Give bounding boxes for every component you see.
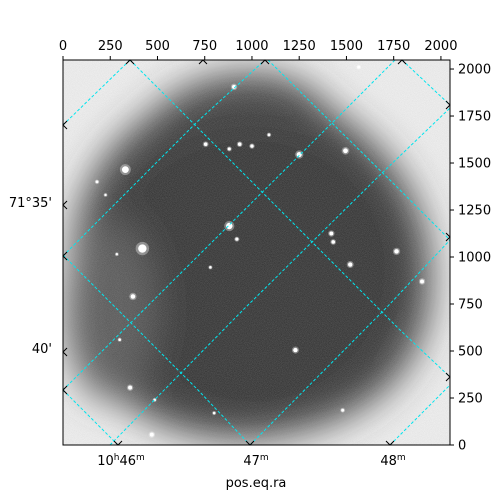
top-pixel-axis: 0 250 500 750 1000 1250 1500 1750 2000 [59,39,457,60]
wcs-tick-mark [62,120,68,130]
right-tick-label-0: 0 [458,439,466,454]
wcs-tick-mark [445,372,451,382]
star [212,411,216,415]
right-tick-label-1750: 1750 [458,110,491,125]
top-tick-label-1000: 1000 [235,39,268,54]
wcs-tick-mark [113,440,123,446]
right-pixel-axis: 0 250 500 750 1000 1250 1500 1750 2000 [450,63,491,454]
image-noise [63,60,450,445]
top-tick-label-250: 250 [98,39,123,54]
wcs-grid-line [63,389,119,445]
star [209,266,212,269]
top-tick-label-750: 750 [192,39,217,54]
star [237,142,242,147]
right-tick-label-2000: 2000 [458,63,491,78]
star [348,262,353,267]
wcs-tick-mark [198,59,208,65]
star [331,240,336,244]
right-tick-label-1000: 1000 [458,251,491,266]
wcs-grid-line [249,239,450,445]
wcs-grid-line [109,107,450,445]
dec-tick-label-40: 40' [32,342,52,357]
star [115,252,119,256]
star [130,294,136,299]
wcs-tick-mark [397,59,407,65]
star [128,385,133,390]
wcs-ticks [62,59,451,446]
wcs-tick-mark [245,440,255,446]
wcs-grid-line [389,384,450,445]
star [357,65,361,69]
right-tick-label-250: 250 [458,392,483,407]
wcs-tick-mark [445,100,451,110]
star [121,166,129,173]
wcs-grid-line [63,254,251,445]
star [394,249,399,254]
star [267,133,271,137]
top-tick-label-0: 0 [59,39,67,54]
ra-tick-label-47: 47m [243,453,268,469]
star [420,279,425,284]
wcs-tick-mark [62,200,68,210]
star [104,193,107,197]
wcs-grid-line [63,60,131,126]
plot-frame [62,59,451,446]
ra-tick-label-48: 48m [380,453,405,469]
dec-tick-label-35: 71°35' [9,196,52,211]
wcs-tick-mark [62,251,68,261]
wcs-grid-line [63,60,266,257]
star [341,408,345,412]
wcs-tick-mark [445,232,451,242]
wcs-tick-mark [62,385,68,395]
ra-tick-label-46: 10h46m [97,453,145,469]
star [227,147,231,151]
star [95,180,99,184]
top-tick-label-2000: 2000 [424,39,457,54]
wcs-tick-mark [385,440,395,446]
right-tick-label-500: 500 [458,345,483,360]
top-tick-label-1250: 1250 [283,39,316,54]
wcs-grid-line [267,60,450,241]
ra-tick-labels: 10h46m 47m 48m [97,453,405,469]
right-tick-label-1250: 1250 [458,204,491,219]
wcs-tick-mark [260,59,270,65]
top-tick-label-1750: 1750 [377,39,410,54]
star [329,231,334,236]
star [226,222,233,230]
wcs-grid [63,60,450,445]
wcs-tick-mark [125,59,135,65]
top-tick-label-1500: 1500 [330,39,363,54]
wcs-grid-line [129,60,450,378]
star [149,432,154,437]
dec-tick-labels: 71°35' 40' [9,196,52,357]
x-axis-label: pos.eq.ra [226,476,287,491]
top-tick-label-500: 500 [145,39,170,54]
wcs-grid-line [401,60,450,106]
star [235,237,239,241]
right-tick-label-750: 750 [458,298,483,313]
star [118,338,121,342]
star [250,144,254,148]
image-plane [63,60,450,445]
wcs-tick-mark [62,347,68,357]
star [296,151,302,158]
star [138,244,147,253]
star [343,148,348,154]
right-tick-label-1500: 1500 [458,157,491,172]
star [293,347,298,353]
star [203,142,208,147]
